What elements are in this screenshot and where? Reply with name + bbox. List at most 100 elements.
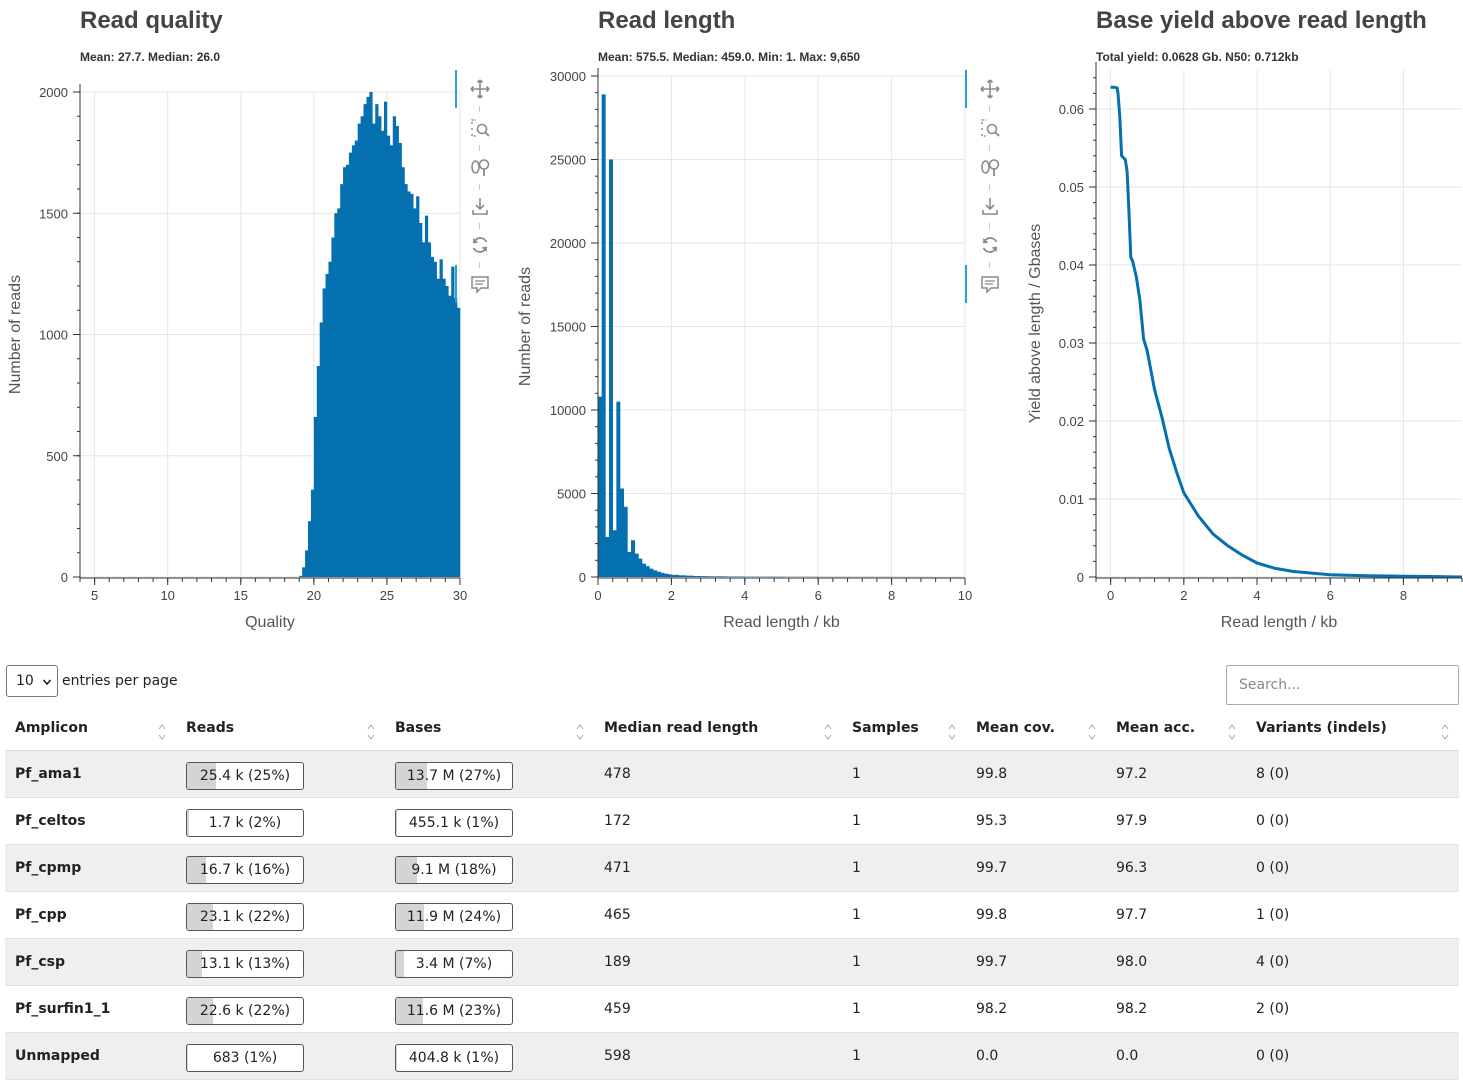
column-header-mean-cov[interactable]: Mean cov. (966, 705, 1106, 751)
table-row[interactable]: Pf_csp 13.1 k (13%) 3.4 M (7%) 189 1 99.7 98.0… (5, 938, 1459, 986)
table-row[interactable]: Pf_cpp 23.1 k (22%) 11.9 M (24%) 465 1 99.8 97… (5, 891, 1459, 939)
y-tick-label: 0 (579, 570, 586, 585)
toolbar-separator (989, 145, 990, 151)
histogram-bar (605, 536, 610, 577)
progress-fill (396, 951, 405, 977)
progress-fill (187, 1045, 189, 1071)
histogram-bar (325, 273, 329, 577)
histogram-bar (363, 104, 367, 577)
x-tick-label: 2 (668, 588, 675, 603)
reset-tool[interactable] (469, 234, 491, 256)
amplicon-cell: Pf_cpp (5, 891, 176, 939)
x-tick-label: 4 (1253, 588, 1260, 603)
histogram-bar (299, 575, 303, 577)
bases-progress-bar: 404.8 k (1%) (395, 1044, 513, 1072)
column-header-bases[interactable]: Bases (385, 705, 594, 751)
reads-cell: 13.1 k (13%) (176, 938, 385, 986)
column-header-median-read-length[interactable]: Median read length (594, 705, 842, 751)
wheel-zoom-tool[interactable] (469, 156, 491, 178)
progress-label: 11.6 M (23%) (406, 1003, 502, 1019)
histogram-bar (451, 266, 455, 577)
bases-cell: 13.7 M (27%) (385, 750, 594, 798)
progress-label: 13.1 k (13%) (199, 956, 291, 972)
save-tool[interactable] (469, 195, 491, 217)
plot-title: Read quality (80, 7, 223, 34)
bases-cell: 404.8 k (1%) (385, 1032, 594, 1080)
histogram-bar (413, 208, 417, 577)
histogram-bar (623, 506, 628, 577)
histogram-bar (357, 123, 361, 578)
histogram-bar (454, 298, 458, 577)
box-zoom-tool[interactable] (469, 117, 491, 139)
progress-fill (187, 951, 203, 977)
variants-cell: 0 (0) (1246, 1032, 1459, 1080)
base-yield-plot[interactable]: Base yield above read length Total yield… (1010, 0, 1463, 640)
table-row[interactable]: Pf_ama1 25.4 k (25%) 13.7 M (27%) 478 1 99.8 9… (5, 750, 1459, 798)
median-read-length-cell: 172 (594, 797, 842, 845)
progress-label: 1.7 k (2%) (208, 815, 282, 831)
x-tick-label: 10 (958, 588, 972, 603)
reset-tool[interactable] (979, 234, 1001, 256)
column-header-variants[interactable]: Variants (indels) (1246, 705, 1459, 751)
progress-label: 404.8 k (1%) (408, 1050, 500, 1066)
entries-per-page-select[interactable]: 10 (6, 665, 58, 697)
histogram-bar (638, 558, 643, 577)
samples-cell: 1 (842, 844, 966, 892)
median-read-length-cell: 459 (594, 985, 842, 1033)
table-row[interactable]: Pf_cpmp 16.7 k (16%) 9.1 M (18%) 471 1 99.7 96… (5, 844, 1459, 892)
progress-fill (396, 904, 424, 930)
mean-acc-cell: 97.7 (1106, 891, 1246, 939)
bases-progress-bar: 11.9 M (24%) (395, 903, 513, 931)
toolbar-separator (479, 184, 480, 190)
base-yield-chart[interactable]: 0 2 4 6 8 0 0.01 0.02 0.03 0.04 0.05 0.06 Read lengt… (1010, 0, 1463, 640)
read-length-plot[interactable]: Read length Mean: 575.5. Median: 459.0. … (510, 0, 1010, 640)
bases-cell: 455.1 k (1%) (385, 797, 594, 845)
column-header-samples[interactable]: Samples (842, 705, 966, 751)
save-tool[interactable] (979, 195, 1001, 217)
hover-icon (981, 276, 999, 294)
column-header-reads[interactable]: Reads (176, 705, 385, 751)
wheel-zoom-tool[interactable] (979, 156, 1001, 178)
samples-cell: 1 (842, 750, 966, 798)
bases-progress-bar: 13.7 M (27%) (395, 762, 513, 790)
histogram-bar (660, 572, 665, 577)
progress-fill (187, 998, 213, 1024)
column-header-mean-acc[interactable]: Mean acc. (1106, 705, 1246, 751)
variants-cell: 0 (0) (1246, 844, 1459, 892)
x-tick-label: 8 (1400, 588, 1407, 603)
hover-tool[interactable] (469, 273, 491, 295)
hover-tool[interactable] (979, 273, 1001, 295)
toolbar-separator (479, 145, 480, 151)
box-zoom-tool[interactable] (979, 117, 1001, 139)
pan-tool[interactable] (469, 78, 491, 100)
read-length-chart[interactable]: 0 2 4 6 8 10050001000015000200002500030000Rea… (510, 0, 1010, 640)
table-header-row: Amplicon Reads Bases Median read length … (5, 705, 1459, 751)
histogram-bar (634, 553, 639, 577)
table-row[interactable]: Pf_surfin1_1 22.6 k (22%) 11.6 M (23%) 459 1… (5, 985, 1459, 1033)
sort-icon (948, 724, 956, 740)
bases-cell: 11.9 M (24%) (385, 891, 594, 939)
histogram-bar (407, 191, 411, 578)
active-tool-indicator (965, 70, 967, 108)
table-row[interactable]: Pf_celtos 1.7 k (2%) 455.1 k (1%) 172 1 95.3 9… (5, 797, 1459, 845)
search-input[interactable] (1226, 665, 1459, 705)
reads-progress-bar: 16.7 k (16%) (186, 856, 304, 884)
pan-tool[interactable] (979, 78, 1001, 100)
y-tick-label: 500 (46, 449, 68, 464)
reads-cell: 683 (1%) (176, 1032, 385, 1080)
histogram-bar (348, 152, 353, 577)
sort-icon (576, 724, 584, 740)
entries-per-page-label: entries per page (62, 673, 178, 689)
column-header-amplicon[interactable]: Amplicon (5, 705, 176, 751)
x-tick-label: 0 (594, 588, 601, 603)
progress-label: 9.1 M (18%) (411, 862, 497, 878)
read-quality-plot[interactable]: Read quality Mean: 27.7. Median: 26.0 5 1… (0, 0, 500, 640)
toolbar-separator (479, 106, 480, 112)
read-quality-chart[interactable]: 5 10 15 20 25 30 0 500 1000 1500 2000 Quality Number… (0, 0, 500, 640)
table-row[interactable]: Unmapped 683 (1%) 404.8 k (1%) 598 1 0.0 0.0 0 … (5, 1032, 1459, 1080)
wheel-zoom-icon (981, 159, 1000, 176)
histogram-bar (424, 215, 429, 578)
samples-cell: 1 (842, 938, 966, 986)
x-tick-label: 0 (1107, 588, 1114, 603)
median-read-length-cell: 471 (594, 844, 842, 892)
